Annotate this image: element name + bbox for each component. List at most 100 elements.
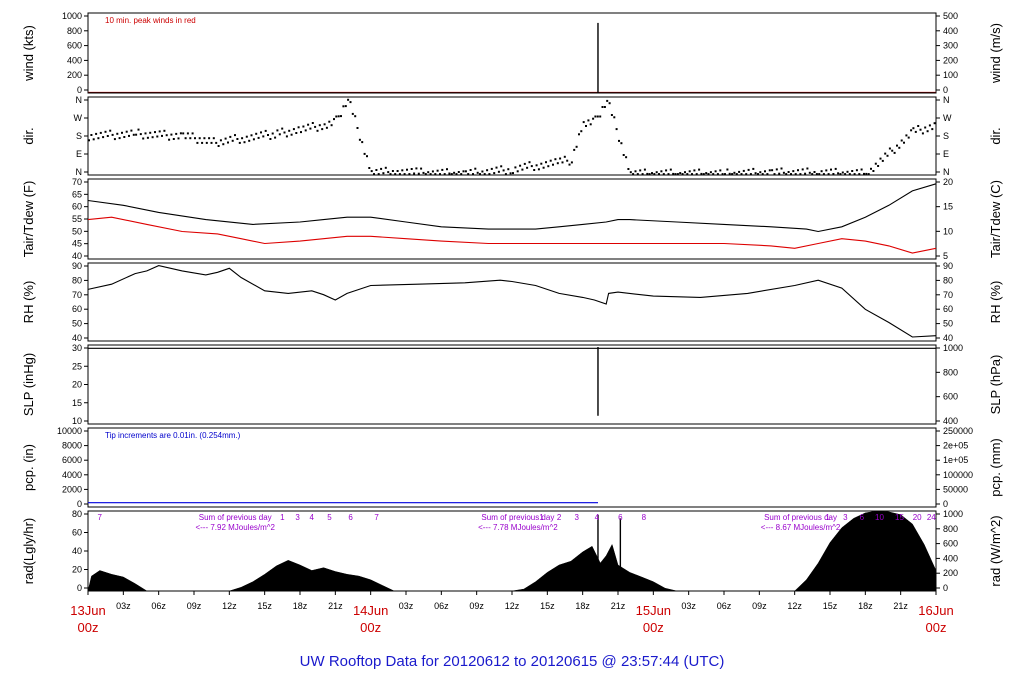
direction-dot	[641, 173, 644, 176]
direction-dot	[643, 168, 646, 171]
day-note-line1: Sum of previous day	[199, 513, 272, 522]
direction-dot	[507, 168, 510, 171]
direction-dot	[342, 105, 345, 108]
direction-dot	[851, 170, 854, 172]
x-tick-label: 03z	[681, 601, 696, 611]
direction-dot	[822, 173, 825, 176]
x-tick-label: 21z	[611, 601, 626, 611]
direction-dot	[158, 130, 161, 133]
direction-dot	[88, 139, 90, 142]
direction-dot	[175, 132, 178, 135]
direction-dot	[377, 173, 380, 176]
direction-dot	[168, 138, 171, 141]
direction-dot	[189, 137, 192, 140]
direction-dot	[413, 172, 416, 175]
direction-dot	[921, 132, 924, 135]
direction-dot	[368, 167, 371, 169]
direction-dot	[655, 171, 658, 174]
direction-dot	[307, 123, 310, 126]
direction-dot	[693, 169, 696, 172]
direction-dot	[702, 173, 705, 176]
direction-dot	[462, 170, 465, 173]
direction-dot	[495, 166, 498, 169]
panel-frame	[87, 344, 937, 425]
y-tick-label-right: 15	[943, 202, 953, 212]
direction-dot	[104, 130, 107, 133]
direction-dot	[255, 132, 258, 135]
direction-dot	[443, 173, 446, 176]
direction-dot	[215, 141, 218, 144]
x-tick-label: 03z	[116, 601, 131, 611]
y-tick-label-right: 70	[943, 290, 953, 300]
panel-tair: 40 45 50 55 60 65 70 5 10 15 20 Tair/Tdew (F) Tair/T…	[21, 177, 1003, 261]
y-tick-label-left: 200	[67, 70, 82, 80]
y-tick-label-left: 8000	[62, 441, 82, 451]
direction-dot	[813, 171, 816, 173]
y-tick-label-right: 500	[943, 11, 958, 21]
direction-dot	[535, 164, 538, 167]
direction-dot	[125, 130, 128, 133]
direction-dot	[919, 128, 922, 131]
direction-dot	[264, 129, 267, 132]
direction-dot	[111, 133, 114, 136]
direction-dot	[142, 137, 145, 140]
direction-dot	[764, 170, 766, 173]
direction-dot	[592, 117, 595, 120]
y-tick-label-left: 6000	[62, 455, 82, 465]
y-tick-label-left: 0	[77, 85, 82, 95]
direction-dot	[636, 173, 639, 176]
direction-dot	[417, 172, 420, 175]
direction-dot	[460, 173, 463, 176]
y-axis-label-right: pcp. (mm)	[988, 438, 1003, 497]
direction-dot	[545, 161, 547, 164]
y-axis-label-left: dir.	[21, 127, 36, 144]
chart-footer-title: UW Rooftop Data for 20120612 to 20120615…	[300, 653, 725, 670]
direction-dot	[102, 136, 105, 139]
direction-dot	[566, 159, 569, 162]
direction-dot	[92, 138, 95, 141]
direction-dot	[504, 173, 507, 176]
direction-dot	[474, 167, 477, 170]
day-note-line2: <--- 7.78 MJoules/m^2	[478, 523, 558, 532]
direction-dot	[721, 173, 724, 176]
direction-dot	[373, 173, 375, 176]
y-tick-label-left: 25	[72, 361, 82, 371]
direction-dot	[245, 135, 248, 138]
y-axis-label-left: pcp. (in)	[21, 444, 36, 491]
direction-dot	[561, 161, 564, 164]
direction-dot	[370, 170, 373, 173]
y-tick-label-right: 300	[943, 41, 958, 51]
direction-dot	[238, 141, 241, 144]
direction-dot	[587, 119, 590, 122]
panel-annotation: Tip increments are 0.01in. (0.254mm.)	[105, 431, 241, 440]
y-tick-label-right: 0	[943, 499, 948, 509]
y-axis-label-right: RH (%)	[988, 281, 1003, 324]
direction-dot	[375, 169, 378, 171]
direction-dot	[118, 137, 121, 140]
y-tick-label-left: 1000	[62, 11, 82, 21]
x-tick-label: 21z	[893, 601, 908, 611]
direction-dot	[441, 168, 444, 171]
day-label-hour: 00z	[926, 620, 947, 635]
hour-marker: 6	[348, 513, 353, 522]
direction-dot	[608, 102, 611, 105]
direction-dot	[509, 172, 512, 175]
y-axis-label-right: Tair/Tdew (C)	[988, 180, 1003, 258]
direction-dot	[594, 115, 597, 118]
direction-dot	[521, 168, 524, 171]
x-tick-label: 06z	[434, 601, 449, 611]
x-tick-label: 18z	[293, 601, 308, 611]
direction-dot	[488, 173, 491, 176]
y-tick-label-right: 20	[943, 177, 953, 187]
direction-dot	[912, 127, 915, 130]
direction-dot	[858, 173, 861, 176]
direction-dot	[691, 173, 693, 176]
y-tick-label-right: 80	[943, 275, 953, 285]
direction-dot	[227, 141, 229, 144]
y-tick-label-left: 0	[77, 499, 82, 509]
direction-dot	[314, 125, 317, 128]
direction-dot	[669, 168, 672, 171]
direction-dot	[135, 133, 138, 136]
hour-marker: 15	[895, 513, 904, 522]
